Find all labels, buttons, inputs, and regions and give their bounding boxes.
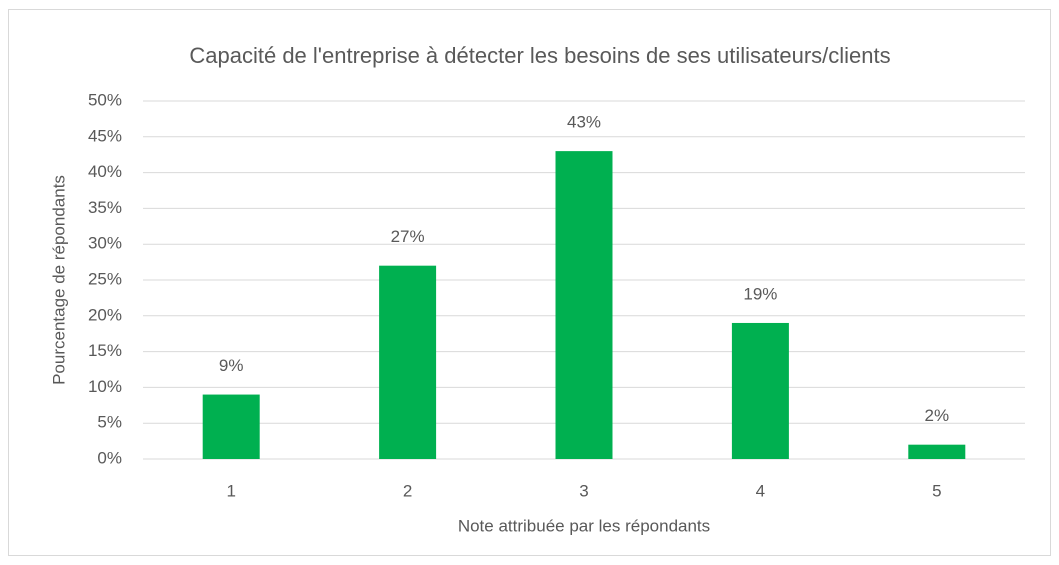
- chart-title: Capacité de l'entreprise à détecter les …: [189, 43, 890, 68]
- y-tick-label: 15%: [88, 341, 122, 360]
- bar: [908, 444, 966, 459]
- data-label: 9%: [219, 356, 244, 375]
- data-label: 27%: [391, 227, 425, 246]
- data-label: 43%: [567, 113, 601, 132]
- x-axis-label: Note attribuée par les répondants: [458, 516, 710, 535]
- data-label: 19%: [743, 284, 777, 303]
- x-tick-label: 1: [226, 481, 235, 500]
- y-tick-label: 50%: [88, 90, 122, 109]
- bar: [731, 322, 789, 459]
- y-tick-label: 25%: [88, 269, 122, 288]
- bar: [379, 265, 437, 459]
- x-tick-label: 2: [403, 481, 412, 500]
- y-tick-label: 10%: [88, 377, 122, 396]
- bar: [555, 151, 613, 459]
- bar: [202, 394, 260, 459]
- y-tick-label: 45%: [88, 126, 122, 145]
- y-tick-label: 40%: [88, 162, 122, 181]
- x-tick-label: 5: [932, 481, 941, 500]
- y-tick-label: 5%: [97, 413, 122, 432]
- chart-frame: [8, 9, 1051, 556]
- x-tick-label: 4: [756, 481, 765, 500]
- y-tick-label: 20%: [88, 305, 122, 324]
- x-tick-label: 3: [579, 481, 588, 500]
- data-label: 2%: [925, 406, 950, 425]
- y-tick-label: 30%: [88, 234, 122, 253]
- y-tick-label: 0%: [97, 448, 122, 467]
- y-tick-label: 35%: [88, 198, 122, 217]
- y-axis-label: Pourcentage de répondants: [49, 175, 68, 385]
